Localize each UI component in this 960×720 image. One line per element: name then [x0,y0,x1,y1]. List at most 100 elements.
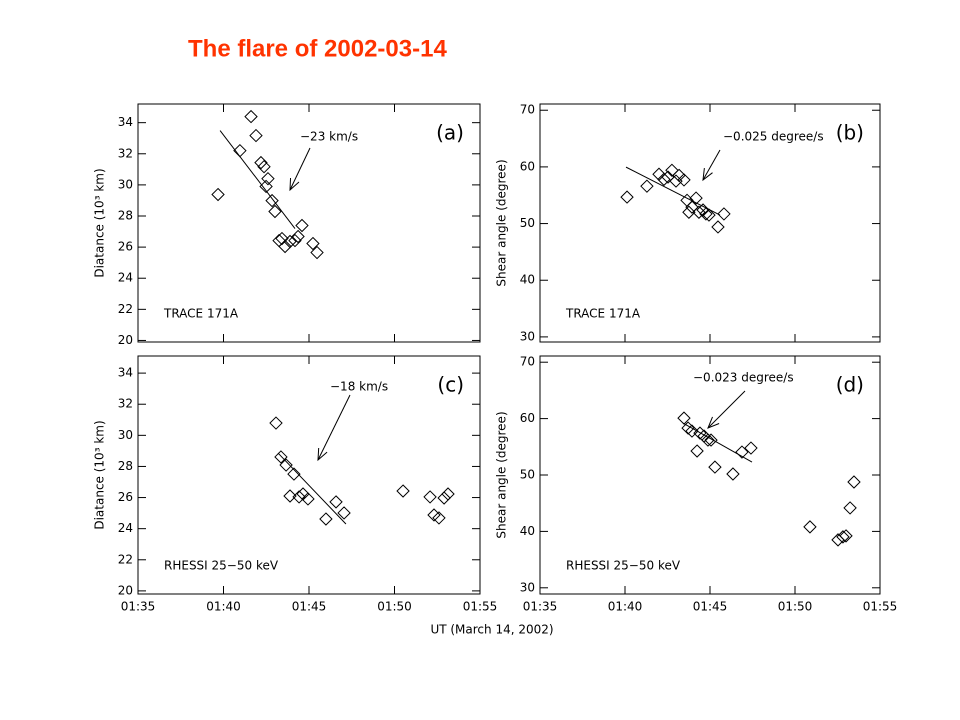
data-point [839,529,853,543]
data-point [708,460,722,474]
data-point [319,512,333,526]
page-title: The flare of 2002-03-14 [188,35,447,62]
data-point [257,159,271,174]
data-point [685,200,699,214]
data-point [744,441,758,455]
y-tick-label: 22 [118,552,133,566]
annotation: −0.025 degree/s [723,130,824,144]
annotation: −18 km/s [330,380,388,394]
y-tick-label: 70 [520,355,535,369]
data-point [696,203,710,217]
arrow-head [707,416,720,429]
panel: 20 22 24 26 28 30 32 34 Diatance (10³ km) TRACE 1… [93,103,481,347]
data-point [329,495,343,509]
x-tick-label: 01:40 [206,600,241,614]
data-point [306,236,320,251]
x-tick-label: 01:55 [863,600,898,614]
data-point [704,433,718,447]
data-point [689,191,703,205]
data-point [717,207,731,221]
data-point [847,475,861,489]
data-point [836,530,850,544]
data-point [288,233,302,248]
data-point [657,172,671,187]
data-point [693,426,707,440]
data-point [432,511,446,525]
data-point [672,168,686,183]
instrument-label: TRACE 171A [565,307,641,321]
arrow-shaft [707,390,746,429]
data-point [274,450,288,464]
arrow-head [289,177,300,192]
annotation: −0.023 degree/s [693,371,794,385]
x-tick-label: 01:50 [377,600,412,614]
data-point [685,424,699,438]
data-point [278,239,292,254]
panel-label: (d) [836,373,864,397]
fit-line [682,422,753,463]
instrument-label: RHESSI 25−50 keV [566,559,681,573]
x-tick-label: 01:40 [608,600,643,614]
instrument-label: TRACE 171A [163,307,239,321]
y-axis-label: Diatance (10³ km) [93,168,107,277]
data-point [843,501,857,515]
data-point [640,179,654,193]
y-tick-label: 32 [118,397,133,411]
arrow-shaft [289,147,311,191]
x-tick-label: 01:35 [121,600,156,614]
data-point [211,187,225,202]
data-point [702,208,716,222]
data-point [661,170,675,184]
data-point [261,171,275,186]
panel: 20 22 24 26 28 30 32 34 01:35 01:40 01:45 01:50 01:5… [93,355,498,614]
data-point [233,143,247,158]
panel-label: (c) [437,373,464,397]
data-point [711,220,725,234]
y-tick-label: 20 [118,583,133,597]
data-point [437,491,451,505]
instrument-label: RHESSI 25−50 keV [164,559,279,573]
data-point [735,445,749,459]
panel: 30 40 50 60 70 Shear angle (degree) TRACE 171A… [495,103,881,343]
x-tick-label: 01:45 [292,600,327,614]
y-tick-label: 50 [520,468,535,482]
panel-label: (a) [436,121,464,145]
y-tick-label: 70 [520,103,535,117]
data-point [682,205,696,219]
y-tick-label: 30 [520,580,535,594]
x-tick-label: 01:55 [463,600,498,614]
data-point [681,421,695,435]
y-tick-label: 34 [118,115,133,129]
y-tick-label: 22 [118,302,133,316]
x-tick-label: 01:45 [693,600,728,614]
data-point [279,458,293,472]
data-point [803,520,817,534]
data-point [396,484,410,498]
y-axis-label: Diatance (10³ km) [93,420,107,529]
fit-line [625,166,721,216]
data-point [265,193,279,208]
y-tick-label: 40 [520,524,535,538]
annotation: −23 km/s [300,130,358,144]
y-tick-label: 60 [520,159,535,173]
y-tick-label: 30 [118,428,133,442]
data-point [283,234,297,249]
y-tick-label: 30 [520,329,535,343]
data-point [310,245,324,260]
data-point [665,163,679,178]
y-axis-label: Shear angle (degree) [495,159,509,286]
data-point [697,429,711,443]
data-point [269,416,283,430]
y-tick-label: 20 [118,333,133,347]
data-point [726,467,740,481]
data-point [677,173,691,187]
y-tick-label: 32 [118,146,133,160]
data-point [275,231,289,246]
y-tick-label: 50 [520,216,535,230]
arrow-head [702,168,713,182]
y-tick-label: 28 [118,459,133,473]
data-point [268,204,282,219]
x-axis-label: UT (March 14, 2002) [430,623,553,637]
arrow-shaft [317,394,351,461]
y-tick-label: 60 [520,411,535,425]
